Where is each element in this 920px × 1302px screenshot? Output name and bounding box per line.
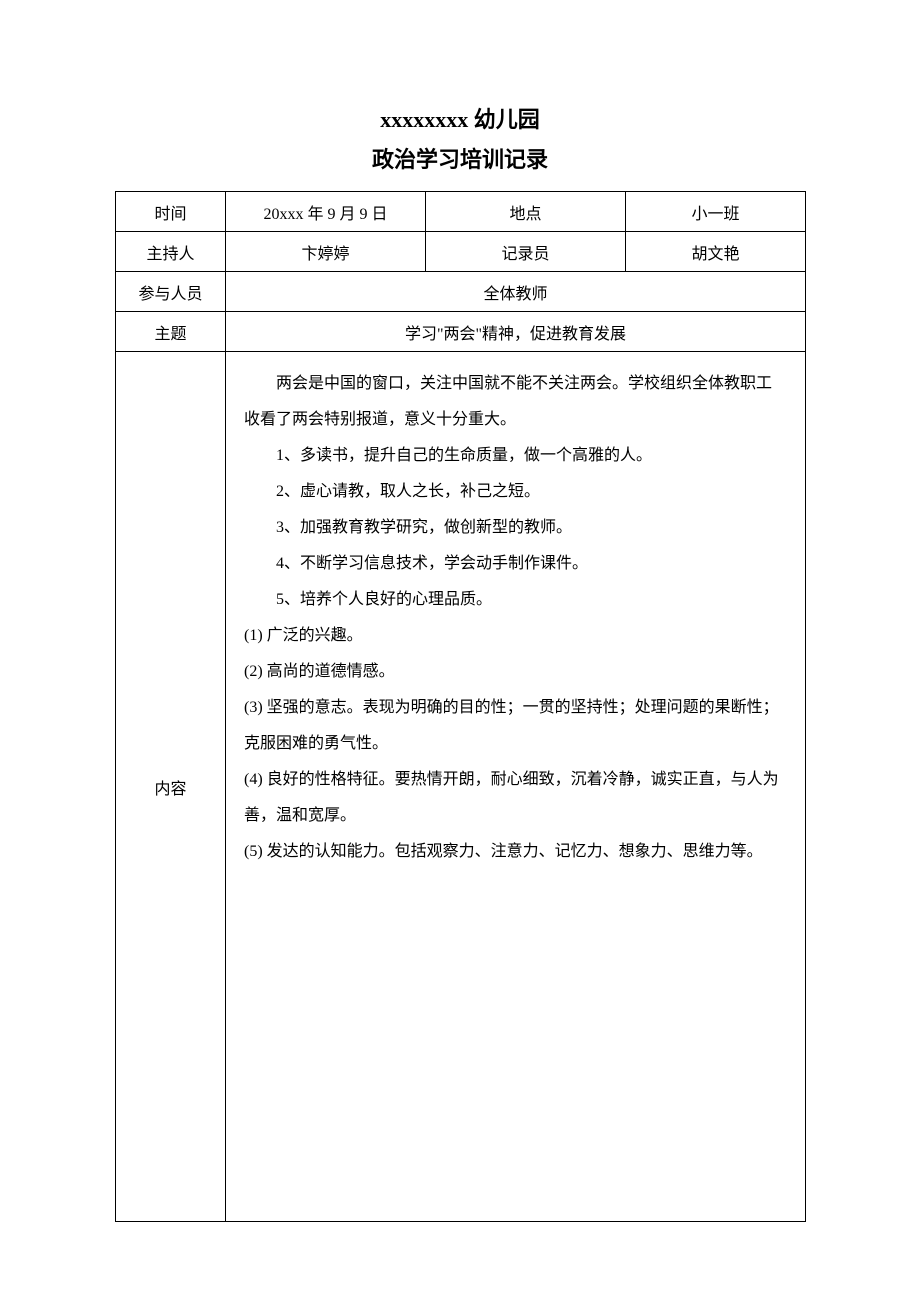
record-table: 时间 20xxx 年 9 月 9 日 地点 小一班 主持人 卞婷婷 记录员 胡文… [115,191,806,1222]
label-content: 内容 [116,352,226,1222]
row-topic: 主题 学习"两会"精神，促进教育发展 [116,312,806,352]
label-time: 时间 [116,192,226,232]
content-point-4: 4、不断学习信息技术，学会动手制作课件。 [244,546,787,582]
content-sub-1: (1) 广泛的兴趣。 [244,618,787,654]
label-recorder: 记录员 [426,232,626,272]
content-body: 两会是中国的窗口，关注中国就不能不关注两会。学校组织全体教职工收看了两会特别报道… [226,352,806,1222]
value-host: 卞婷婷 [226,232,426,272]
content-point-3: 3、加强教育教学研究，做创新型的教师。 [244,510,787,546]
document-header: xxxxxxxx 幼儿园 政治学习培训记录 [115,100,805,179]
content-sub-2: (2) 高尚的道德情感。 [244,654,787,690]
value-recorder: 胡文艳 [626,232,806,272]
row-participants: 参与人员 全体教师 [116,272,806,312]
document-title: 政治学习培训记录 [115,140,805,180]
content-sub-3: (3) 坚强的意志。表现为明确的目的性；一贯的坚持性；处理问题的果断性；克服困难… [244,690,787,762]
label-host: 主持人 [116,232,226,272]
label-location: 地点 [426,192,626,232]
content-sub-4: (4) 良好的性格特征。要热情开朗，耐心细致，沉着冷静，诚实正直，与人为善，温和… [244,762,787,834]
content-point-2: 2、虚心请教，取人之长，补己之短。 [244,474,787,510]
label-topic: 主题 [116,312,226,352]
value-location: 小一班 [626,192,806,232]
org-title: xxxxxxxx 幼儿园 [115,100,805,140]
row-time-location: 时间 20xxx 年 9 月 9 日 地点 小一班 [116,192,806,232]
content-point-5: 5、培养个人良好的心理品质。 [244,582,787,618]
label-participants: 参与人员 [116,272,226,312]
value-topic: 学习"两会"精神，促进教育发展 [226,312,806,352]
row-host-recorder: 主持人 卞婷婷 记录员 胡文艳 [116,232,806,272]
value-participants: 全体教师 [226,272,806,312]
content-point-1: 1、多读书，提升自己的生命质量，做一个高雅的人。 [244,438,787,474]
value-time: 20xxx 年 9 月 9 日 [226,192,426,232]
content-sub-5: (5) 发达的认知能力。包括观察力、注意力、记忆力、想象力、思维力等。 [244,834,787,870]
content-intro: 两会是中国的窗口，关注中国就不能不关注两会。学校组织全体教职工收看了两会特别报道… [244,366,787,438]
row-content: 内容 两会是中国的窗口，关注中国就不能不关注两会。学校组织全体教职工收看了两会特… [116,352,806,1222]
